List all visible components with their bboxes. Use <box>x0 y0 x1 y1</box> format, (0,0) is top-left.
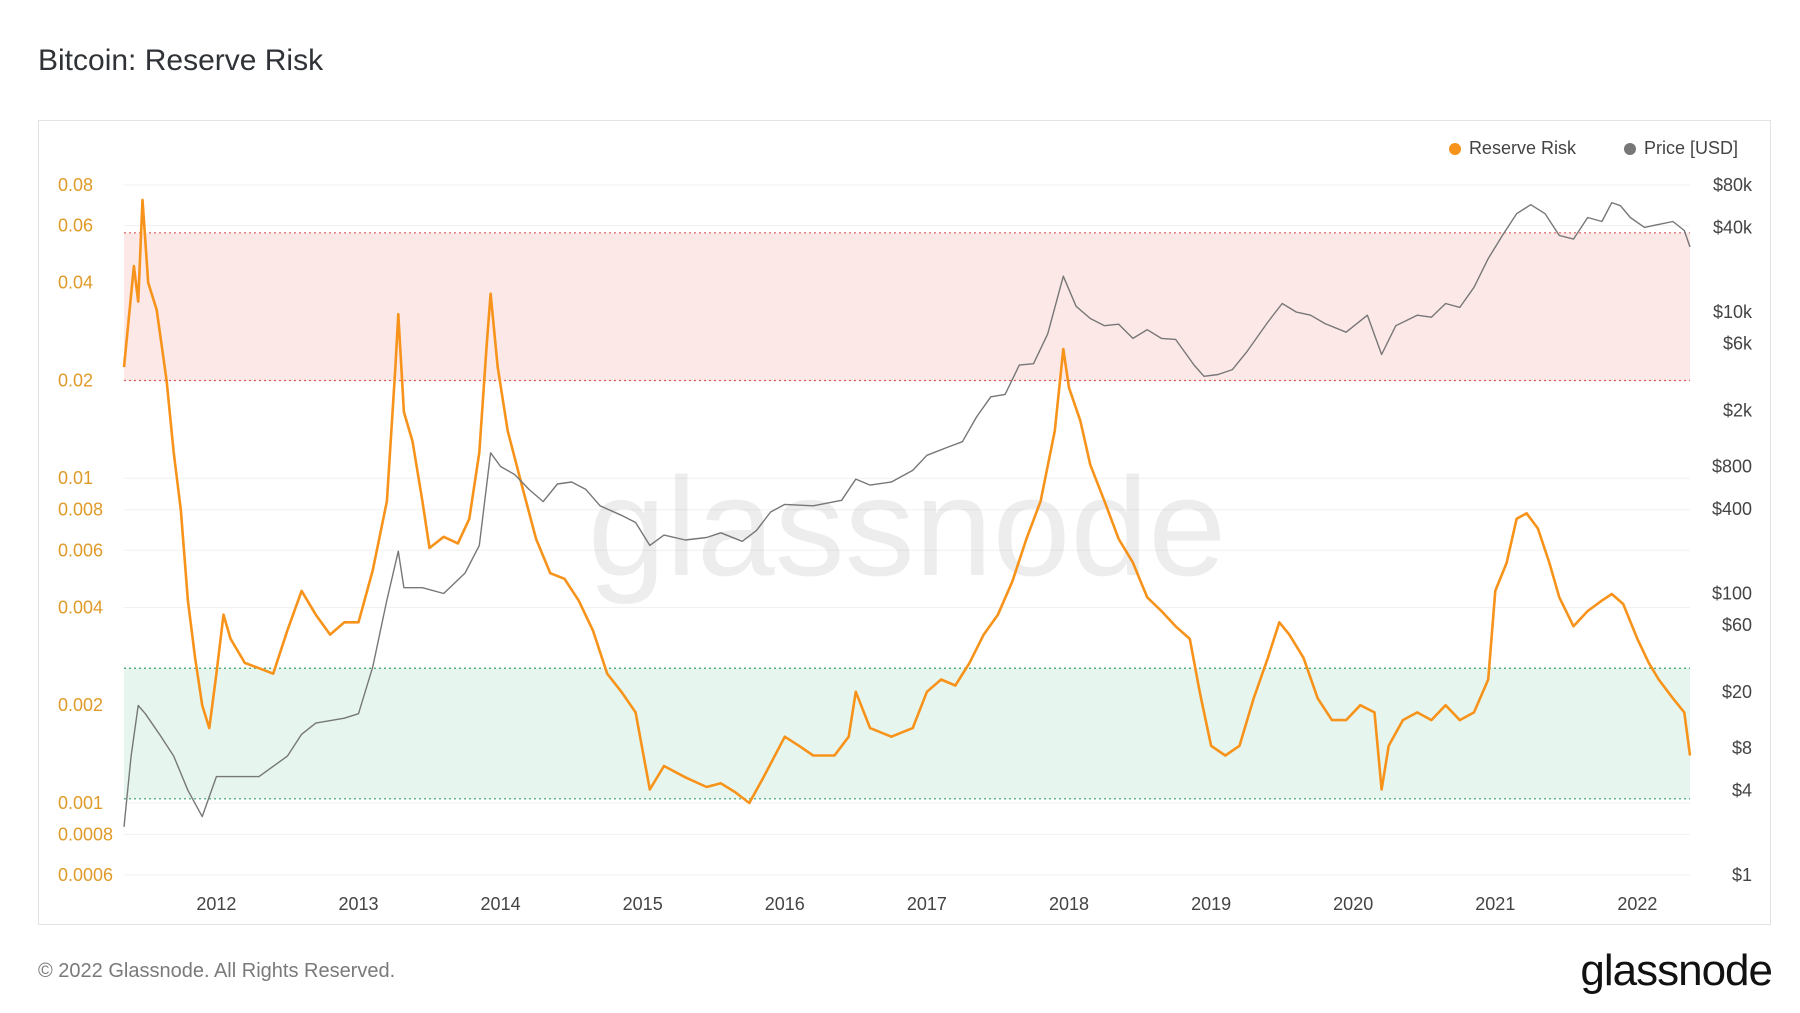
right-tick-label: $6k <box>1723 333 1753 353</box>
watermark: glassnode <box>588 448 1226 605</box>
legend-label-reserve-risk: Reserve Risk <box>1468 138 1576 158</box>
legend-item-price[interactable]: Price [USD] <box>1623 138 1738 159</box>
x-tick-label: 2019 <box>1191 894 1231 914</box>
band-high-risk <box>124 232 1690 381</box>
right-tick-label: $20 <box>1722 682 1752 702</box>
copyright-text: © 2022 Glassnode. All Rights Reserved. <box>38 960 396 982</box>
left-tick-label: 0.008 <box>58 500 103 520</box>
right-tick-label: $2k <box>1723 400 1753 420</box>
x-tick-label: 2012 <box>196 894 236 914</box>
left-tick-label: 0.06 <box>58 216 93 236</box>
left-tick-label: 0.001 <box>58 793 103 813</box>
right-tick-label: $400 <box>1712 499 1752 519</box>
right-tick-label: $1 <box>1732 865 1752 885</box>
series-line-price <box>123 201 1691 827</box>
right-tick-label: $800 <box>1712 456 1752 476</box>
x-tick-label: 2016 <box>765 894 805 914</box>
right-tick-label: $40k <box>1713 217 1753 237</box>
x-tick-label: 2015 <box>623 894 663 914</box>
left-tick-label: 0.0008 <box>58 824 113 844</box>
right-tick-label: $100 <box>1712 584 1752 604</box>
right-tick-label: $80k <box>1713 175 1753 195</box>
x-tick-label: 2017 <box>907 894 947 914</box>
left-tick-label: 0.002 <box>58 695 103 715</box>
band-low-risk <box>124 668 1690 799</box>
right-tick-label: $60 <box>1722 615 1752 635</box>
right-tick-label: $10k <box>1713 302 1753 322</box>
series-line-reserve-risk <box>122 198 1692 805</box>
chart-title: Bitcoin: Reserve Risk <box>38 44 324 77</box>
chart-frame <box>38 120 1771 925</box>
left-tick-label: 0.01 <box>58 468 93 488</box>
left-tick-label: 0.08 <box>58 175 93 195</box>
glassnode-logo: glassnode <box>1580 946 1773 995</box>
x-tick-label: 2022 <box>1617 894 1657 914</box>
reserve-risk-dot-icon <box>1448 142 1461 155</box>
left-tick-label: 0.006 <box>58 540 103 560</box>
right-tick-label: $8 <box>1732 738 1752 758</box>
x-tick-label: 2021 <box>1475 894 1515 914</box>
chart-legend: Reserve Risk Price [USD] <box>1448 138 1738 159</box>
right-tick-label: $4 <box>1732 780 1752 800</box>
left-tick-label: 0.04 <box>58 273 93 293</box>
left-tick-label: 0.0006 <box>58 865 113 885</box>
x-tick-label: 2020 <box>1333 894 1373 914</box>
x-tick-label: 2013 <box>338 894 378 914</box>
x-tick-label: 2018 <box>1049 894 1089 914</box>
x-tick-label: 2014 <box>481 894 521 914</box>
left-tick-label: 0.004 <box>58 597 103 617</box>
legend-label-price: Price [USD] <box>1643 138 1738 158</box>
legend-item-reserve-risk[interactable]: Reserve Risk <box>1448 138 1576 159</box>
price-dot-icon <box>1623 142 1636 155</box>
left-tick-label: 0.02 <box>58 370 93 390</box>
